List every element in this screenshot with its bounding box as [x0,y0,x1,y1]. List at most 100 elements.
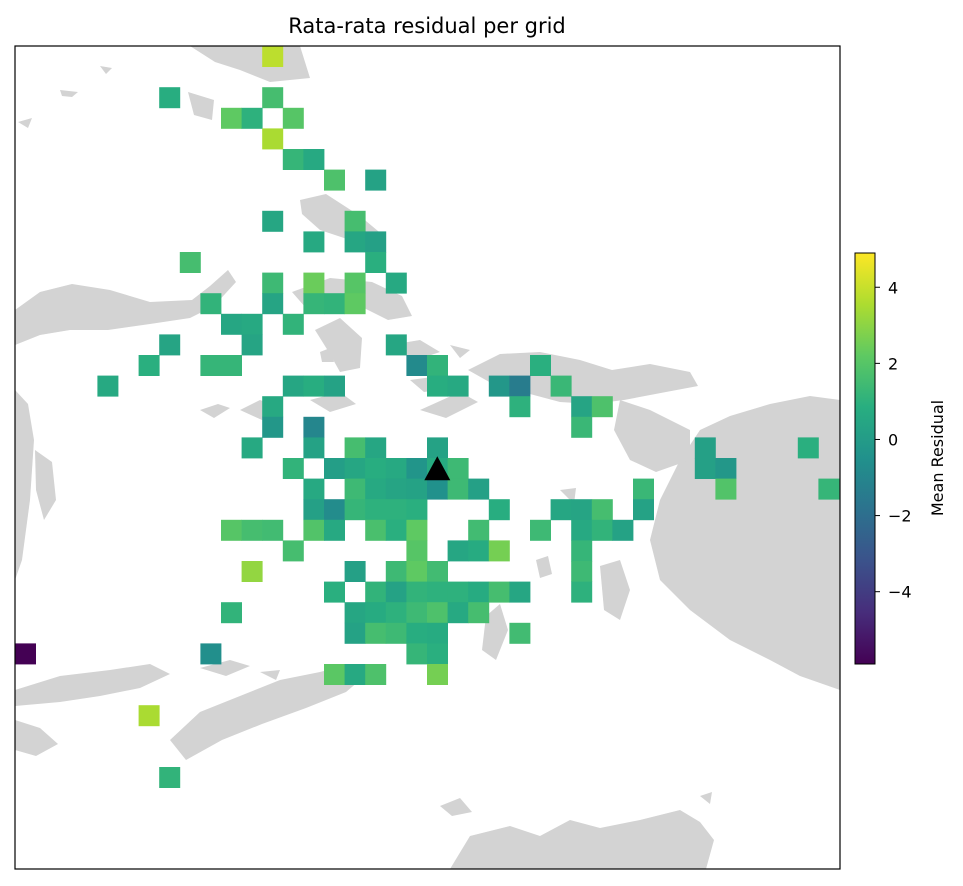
grid-cell [221,313,242,335]
grid-cell [468,540,490,562]
grid-cell [282,375,304,397]
grid-cell [344,210,366,232]
grid-cell [612,519,634,541]
grid-cell [324,581,345,603]
grid-cell [406,540,428,562]
land-sumba [15,720,58,756]
grid-cell [694,437,716,459]
grid-cell [221,519,242,541]
grid-cell [200,643,222,665]
grid-cell [571,416,593,438]
grid-cell [282,107,304,129]
grid-cell [406,499,428,521]
grid-cell [324,499,345,521]
colorbar-gradient [854,252,876,665]
land-sulawesi-west [15,270,236,345]
grid-cell [241,313,263,335]
grid-cell [200,355,222,376]
grid-cell [324,664,345,685]
grid-cell [241,437,263,459]
grid-cell [427,602,448,624]
grid-cell [427,581,448,603]
grid-cell [571,396,593,418]
grid-cell [138,355,160,376]
grid-cell [15,643,36,665]
grid-cell [138,705,160,727]
grid-cell [385,519,407,541]
grid-cell [324,519,345,541]
grid-cell [385,602,407,624]
grid-cell [344,231,366,253]
grid-cell [715,458,737,479]
grid-cell [550,375,572,397]
grid-cell [406,602,428,624]
land-timor [170,664,372,760]
grid-cell [591,519,613,541]
land-small-north [18,66,112,128]
grid-cell [365,169,387,191]
grid-cell [591,499,613,521]
colorbar-tick-label: −2 [888,507,912,526]
land-buru [200,404,230,418]
colorbar-ticks: 4 2 0 −2 −4 [875,278,912,602]
grid-cell [365,519,387,541]
grid-cell [324,458,345,479]
grid-cell [468,519,490,541]
grid-cell [571,499,593,521]
grid-cell [715,478,737,500]
grid-cell [406,561,428,582]
grid-cell [797,437,819,459]
grid-cell [447,478,469,500]
grid-cell [303,437,325,459]
grid-cell [365,252,387,273]
grid-cell [447,375,469,397]
grid-cell [509,581,531,603]
grid-cell [262,416,284,438]
grid-cell [427,643,448,665]
grid-cell [344,478,366,500]
grid-cell [303,149,325,170]
grid-cell [97,375,119,397]
grid-cell [344,272,366,294]
grid-cell [221,602,242,624]
grid-cell [365,231,387,253]
grid-cell [509,396,531,418]
grid-cell [241,334,263,356]
grid-cell [385,334,407,356]
grid-cell [550,499,572,521]
grid-cell [303,293,325,315]
grid-cell [468,581,490,603]
grid-cell [344,458,366,479]
grid-cell [262,396,284,418]
colorbar-tick-label: 2 [888,354,898,373]
grid-cell [324,293,345,315]
grid-cell [344,293,366,315]
grid-cell [159,767,181,788]
grid-cell [241,519,263,541]
grid-cell [427,561,448,582]
grid-cell [488,581,510,603]
grid-cell [241,561,263,582]
grid-cell [447,602,469,624]
grid-cell [385,499,407,521]
map-area [15,46,840,869]
grid-cell [344,437,366,459]
grid-cell [571,540,593,562]
grid-cell [468,478,490,500]
grid-cell [406,519,428,541]
grid-cell [303,231,325,253]
land-north-arm [190,46,310,82]
grid-cell [159,87,181,109]
grid-cell [530,355,551,376]
colorbar-tick-label: 0 [888,430,898,449]
land-sulawesi-south [15,390,34,580]
colorbar-tick-label: −4 [888,583,912,602]
grid-cell [427,355,448,376]
grid-cell [303,272,325,294]
grid-cell [303,478,325,500]
grid-cell [694,458,716,479]
grid-cell [385,272,407,294]
grid-cell [200,293,222,315]
land-tanimbar [536,488,576,578]
grid-cell [303,416,325,438]
